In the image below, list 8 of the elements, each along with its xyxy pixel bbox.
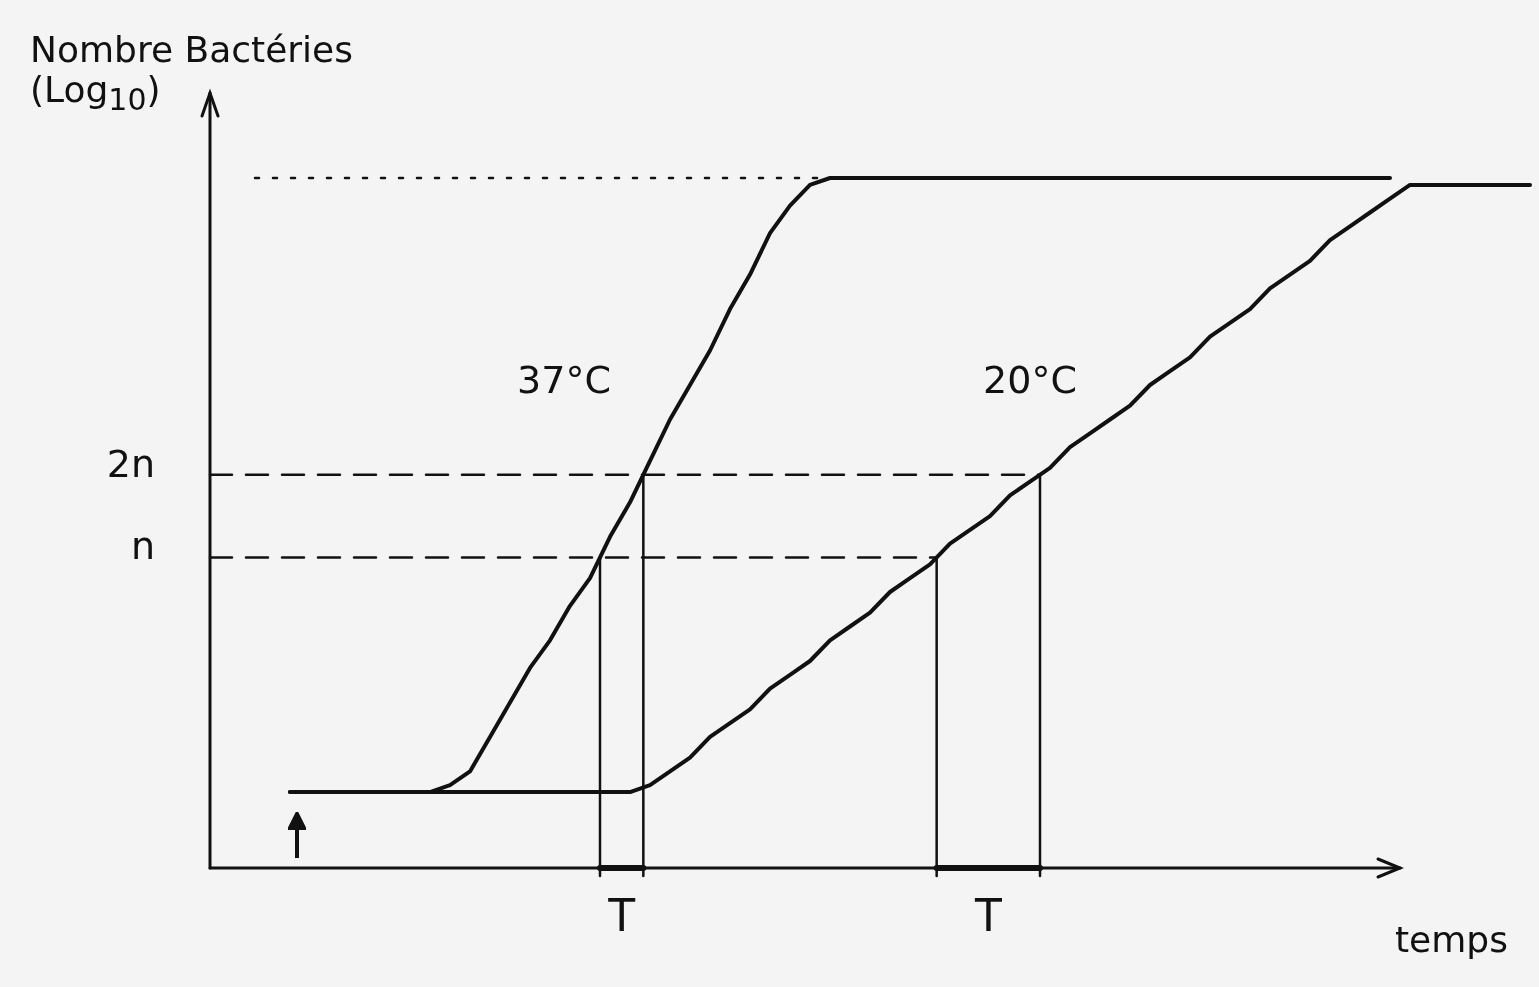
x-axis-title: temps [1395, 919, 1508, 960]
text: T [973, 890, 1002, 942]
series-label: 20°C [983, 357, 1077, 402]
text: T [607, 890, 636, 942]
ref-line-label: 2n [106, 441, 155, 486]
y-axis-title: Nombre Bactéries (Log$_{10}$) [30, 29, 354, 117]
ref-line-label: n [130, 524, 155, 569]
series-label: 37°C [517, 357, 611, 402]
